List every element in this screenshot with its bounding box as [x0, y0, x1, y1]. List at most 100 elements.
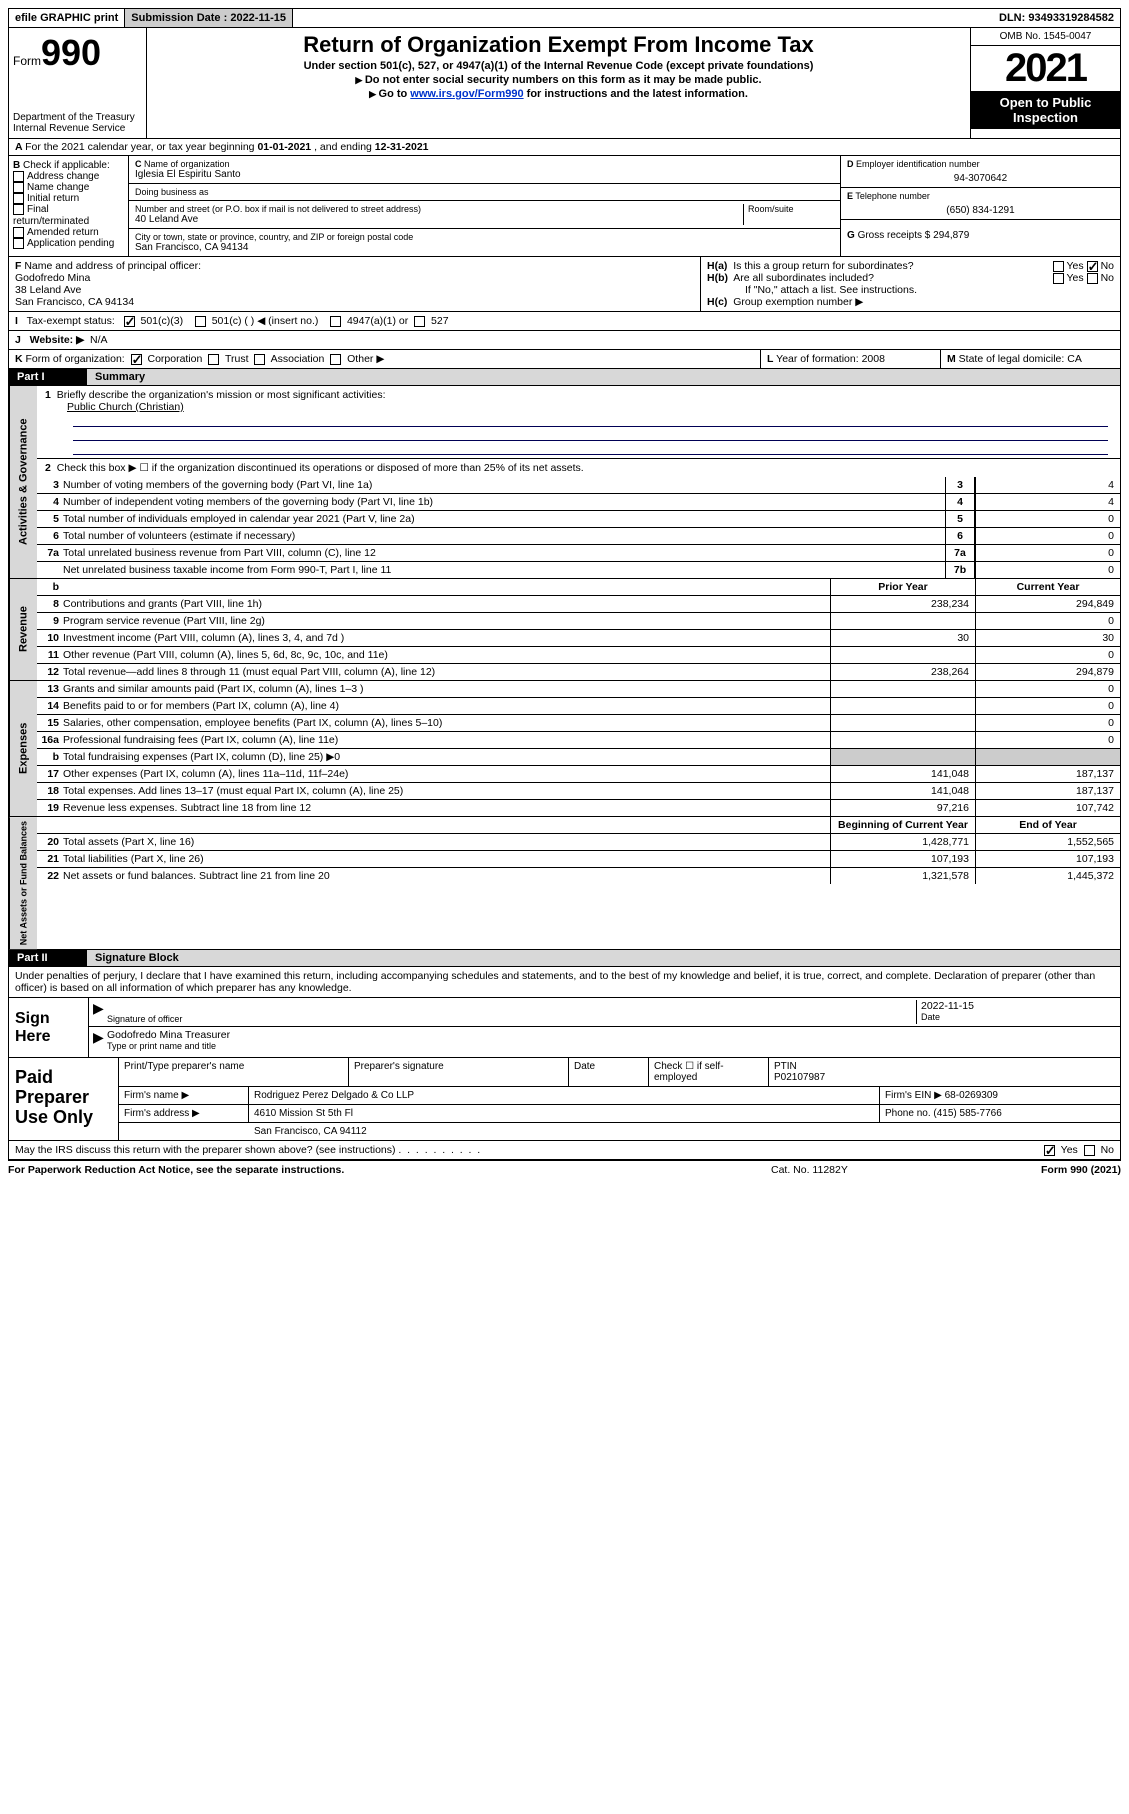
open-public-badge: Open to Public Inspection [971, 91, 1120, 129]
entity-block: B Check if applicable: Address change Na… [8, 156, 1121, 257]
hb-yes[interactable] [1053, 273, 1064, 284]
phone-label: Telephone number [855, 191, 930, 201]
discuss-text: May the IRS discuss this return with the… [15, 1144, 396, 1156]
line-num: 5 [37, 511, 63, 527]
block-revenue: Revenue b Prior Year Current Year 8Contr… [8, 579, 1121, 681]
form990-link[interactable]: www.irs.gov/Form990 [410, 88, 523, 100]
box-d-e-g: D Employer identification number 94-3070… [840, 156, 1120, 256]
chk-initial[interactable] [13, 193, 24, 204]
chk-pending[interactable] [13, 238, 24, 249]
chk-527[interactable] [414, 316, 425, 327]
line-num: 11 [37, 647, 63, 663]
line-desc: Net assets or fund balances. Subtract li… [63, 868, 830, 884]
sign-here-label: Sign Here [9, 998, 89, 1057]
subtitle-1: Under section 501(c), 527, or 4947(a)(1)… [151, 60, 966, 72]
dln-cell: DLN: 93493319284582 [993, 9, 1120, 27]
line-desc: Grants and similar amounts paid (Part IX… [63, 681, 830, 697]
sig-date-value: 2022-11-15 [921, 1000, 1116, 1012]
table-row: 5Total number of individuals employed in… [37, 511, 1120, 528]
goto-post: for instructions and the latest informat… [524, 88, 748, 100]
line-value: 0 [975, 511, 1120, 527]
firm-name-value: Rodriguez Perez Delgado & Co LLP [249, 1087, 880, 1104]
subtitle-3: Go to www.irs.gov/Form990 for instructio… [151, 88, 966, 100]
opt-pending: Application pending [27, 238, 114, 249]
org-name: Iglesia El Espiritu Santo [135, 169, 834, 180]
line-box: 3 [945, 477, 975, 493]
city-value: San Francisco, CA 94134 [135, 242, 834, 253]
submission-label: Submission Date : [131, 12, 227, 24]
part-i-num: Part I [9, 369, 87, 385]
chk-address-change[interactable] [13, 171, 24, 182]
amt-current: 294,849 [975, 596, 1120, 612]
dln-value: 93493319284582 [1028, 12, 1114, 24]
amt-current: 107,742 [975, 800, 1120, 816]
ha-yes[interactable] [1053, 261, 1064, 272]
firm-phone-value: (415) 585-7766 [933, 1108, 1001, 1119]
form-word: Form [13, 54, 41, 68]
vlabel-expenses: Expenses [9, 681, 37, 816]
amt-current: 187,137 [975, 766, 1120, 782]
table-row: 4Number of independent voting members of… [37, 494, 1120, 511]
year-val: 2008 [862, 353, 885, 365]
line-desc: Total fundraising expenses (Part IX, col… [63, 749, 830, 765]
website-label: Website: ▶ [30, 334, 85, 346]
amt-prior: 97,216 [830, 800, 975, 816]
ha-label: Is this a group return for subordinates? [733, 260, 913, 272]
year-label: Year of formation: [776, 353, 859, 365]
discuss-yes[interactable] [1044, 1145, 1055, 1156]
ha-no-l: No [1101, 260, 1114, 272]
chk-501c3[interactable] [124, 316, 135, 327]
chk-name-change[interactable] [13, 182, 24, 193]
chk-trust[interactable] [208, 354, 219, 365]
table-row: 13Grants and similar amounts paid (Part … [37, 681, 1120, 698]
amt-current: 0 [975, 681, 1120, 697]
chk-final[interactable] [13, 204, 24, 215]
chk-amended[interactable] [13, 227, 24, 238]
gross-label: Gross receipts $ [858, 230, 931, 241]
amt-prior [830, 715, 975, 731]
chk-other[interactable] [330, 354, 341, 365]
line-desc: Number of independent voting members of … [63, 494, 945, 510]
line-num: 9 [37, 613, 63, 629]
dln-label: DLN: [999, 12, 1025, 24]
band-a-mid: , and ending [311, 141, 375, 153]
line-box: 5 [945, 511, 975, 527]
opt-other: Other ▶ [347, 353, 384, 365]
chk-assoc[interactable] [254, 354, 265, 365]
discuss-row: May the IRS discuss this return with the… [8, 1141, 1121, 1160]
line-desc: Net unrelated business taxable income fr… [63, 562, 945, 578]
row-f-h: F Name and address of principal officer:… [8, 257, 1121, 312]
chk-4947[interactable] [330, 316, 341, 327]
sig-date-label: Date [921, 1012, 1116, 1022]
ha-no[interactable] [1087, 261, 1098, 272]
amt-current: 1,445,372 [975, 868, 1120, 884]
form-footer: Form 990 (2021) [971, 1164, 1121, 1176]
amt-current [975, 749, 1120, 765]
officer-addr2: San Francisco, CA 94134 [15, 296, 134, 308]
hb-no[interactable] [1087, 273, 1098, 284]
chk-501c[interactable] [195, 316, 206, 327]
part-ii-title: Signature Block [87, 950, 1120, 966]
line-num [37, 562, 63, 578]
net-header: Beginning of Current Year End of Year [37, 817, 1120, 834]
dept-treasury: Department of the Treasury [13, 112, 142, 123]
opt-trust: Trust [225, 353, 249, 365]
table-row: 12Total revenue—add lines 8 through 11 (… [37, 664, 1120, 680]
band-a-pre: For the 2021 calendar year, or tax year … [25, 141, 257, 153]
dba-label: Doing business as [135, 187, 834, 197]
line-value: 0 [975, 545, 1120, 561]
discuss-no[interactable] [1084, 1145, 1095, 1156]
chk-corp[interactable] [131, 354, 142, 365]
line-num: 10 [37, 630, 63, 646]
box-b: B Check if applicable: Address change Na… [9, 156, 129, 256]
hc-label: Group exemption number ▶ [733, 296, 863, 308]
amt-prior [830, 732, 975, 748]
rev-header: b Prior Year Current Year [37, 579, 1120, 596]
line-1: 1 Briefly describe the organization's mi… [37, 386, 1120, 459]
line-num: 6 [37, 528, 63, 544]
firm-addr-label: Firm's address ▶ [119, 1105, 249, 1122]
website-value: N/A [90, 334, 108, 346]
line-num: 7a [37, 545, 63, 561]
efile-label[interactable]: efile GRAPHIC print [9, 9, 125, 27]
prep-date-hdr: Date [569, 1058, 649, 1086]
